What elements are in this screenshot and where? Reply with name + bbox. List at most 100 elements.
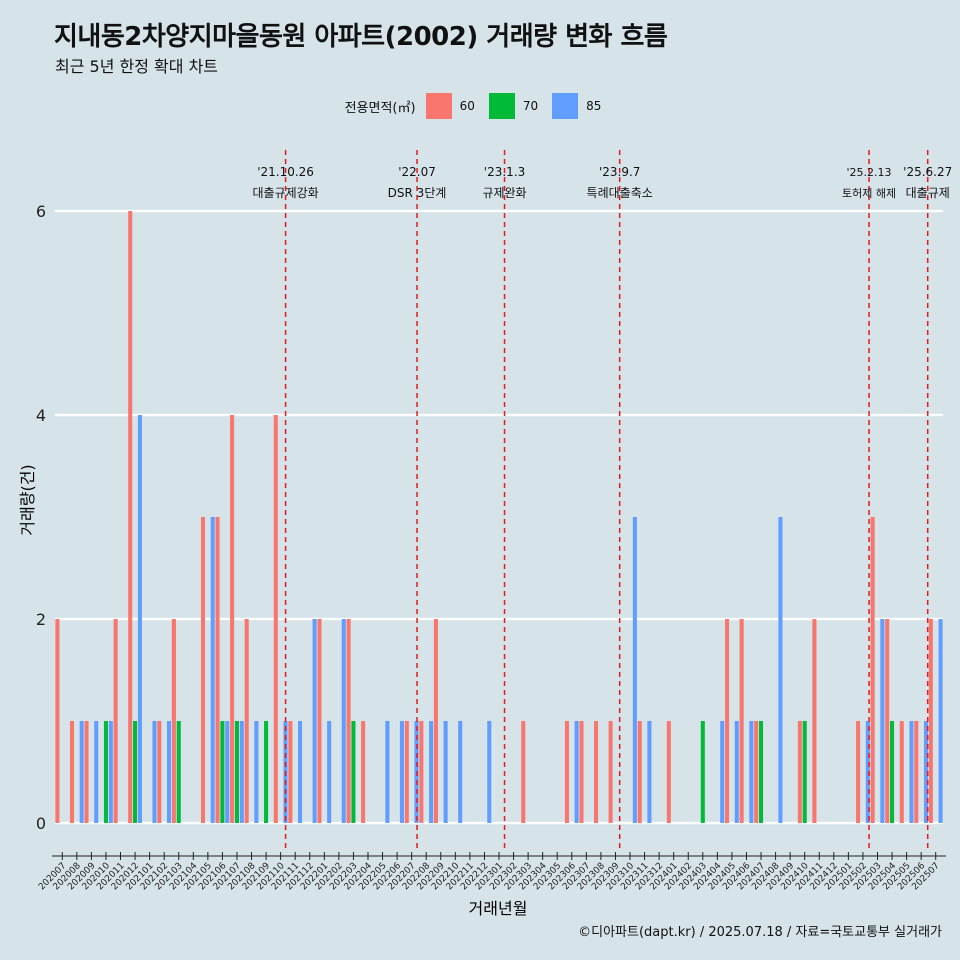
bar-85-202101 xyxy=(152,721,157,823)
bar-60-202504 xyxy=(885,619,890,823)
legend-item-85: 85 xyxy=(552,93,601,119)
bar-70-202109 xyxy=(264,721,269,823)
bar-60-202410 xyxy=(797,721,802,823)
bar-85-202106 xyxy=(225,721,230,823)
bar-60-202503 xyxy=(870,517,875,823)
event-lines: '21.10.26 대출규제강화 '22.07 DSR 3단계 '23.1.3 규제완화 '… xyxy=(252,150,952,852)
bar-85-202503 xyxy=(880,619,885,823)
event-label: 토허제 해제 xyxy=(842,186,896,200)
legend-item-60: 60 xyxy=(425,93,475,119)
legend-title: 전용면적(㎡) xyxy=(344,100,416,116)
bar-85-202210 xyxy=(458,721,463,823)
event-label: 특례대출축소 xyxy=(587,186,653,200)
chart-title: 지내동2차양지마을동원 아파트(2002) 거래량 변화 흐름 xyxy=(54,22,668,52)
bar-60-202102 xyxy=(157,721,162,823)
bar-60-202105 xyxy=(200,517,206,823)
event-date: '22.07 xyxy=(398,165,436,179)
gridlines xyxy=(55,209,943,825)
bar-85-202208 xyxy=(429,721,434,823)
bar-60-202008 xyxy=(69,721,75,823)
event-date: '25.2.13 xyxy=(847,166,892,179)
bar-70-202203 xyxy=(351,721,356,823)
bar-60-202203 xyxy=(346,619,351,823)
bar-60-202308 xyxy=(594,721,599,823)
bar-70-202012 xyxy=(133,721,138,823)
bar-60-202011 xyxy=(113,619,118,823)
y-axis-label: 거래량(건) xyxy=(18,464,37,535)
legend-swatch-60 xyxy=(425,93,452,119)
y-tick-label: 0 xyxy=(36,814,46,833)
bar-60-202405 xyxy=(725,619,730,823)
bar-85-202311 xyxy=(647,721,652,823)
bar-60-202209 xyxy=(433,619,438,823)
legend-label-85: 85 xyxy=(586,99,602,113)
bar-60-202401 xyxy=(666,721,671,823)
event-label: DSR 3단계 xyxy=(388,186,447,200)
bar-60-202208 xyxy=(419,721,424,823)
bar-85-202507 xyxy=(938,619,943,823)
bar-85-202008 xyxy=(79,721,84,823)
bar-60-202311 xyxy=(637,721,642,823)
bar-60-202406 xyxy=(739,619,744,823)
bar-85-202201 xyxy=(327,721,332,823)
bar-60-202303 xyxy=(521,721,526,823)
bar-60-202506 xyxy=(914,721,919,823)
y-tick-label: 4 xyxy=(36,406,46,425)
legend-label-60: 60 xyxy=(459,99,475,113)
bar-60-202106 xyxy=(215,517,220,823)
bar-60-202108 xyxy=(244,619,249,823)
bar-85-202202 xyxy=(341,619,346,823)
x-axis: 2020072020082020092020102020112020122021… xyxy=(37,852,946,892)
legend-label-70: 70 xyxy=(522,99,539,113)
bar-60-202007 xyxy=(55,619,60,823)
legend-swatch-85 xyxy=(552,93,579,119)
bar-60-202107 xyxy=(230,415,235,823)
bar-60-202407 xyxy=(754,721,759,823)
bar-85-202009 xyxy=(94,721,99,823)
bar-85-202506 xyxy=(923,721,929,823)
bars xyxy=(55,211,943,823)
event-date: '21.10.26 xyxy=(257,165,314,179)
bar-85-202111 xyxy=(298,721,303,823)
event-date: '23.1.3 xyxy=(484,165,525,179)
legend: 전용면적(㎡) 60 70 85 xyxy=(0,93,960,119)
bar-60-202411 xyxy=(812,619,817,823)
event-date: '23.9.7 xyxy=(599,165,640,179)
bar-60-202309 xyxy=(608,721,613,823)
bar-85-202405 xyxy=(734,721,739,823)
bar-70-202403 xyxy=(700,721,705,823)
y-axis: 0 2 4 6 xyxy=(36,202,46,833)
bar-60-202507 xyxy=(928,619,933,823)
bar-85-202107 xyxy=(239,721,244,823)
bar-70-202410 xyxy=(802,721,807,823)
event-label: 대출규제 xyxy=(906,186,950,200)
bar-60-202204 xyxy=(361,721,366,823)
bar-85-202209 xyxy=(443,721,448,823)
bar-85-202108 xyxy=(254,721,259,823)
bar-60-202103 xyxy=(171,619,176,823)
bar-60-202307 xyxy=(579,721,584,823)
bar-70-202407 xyxy=(759,721,764,823)
bar-60-202012 xyxy=(128,211,133,823)
bar-85-202408 xyxy=(778,517,783,823)
bar-85-202212 xyxy=(487,721,492,823)
caption: ©디아파트(dapt.kr) / 2025.07.18 / 자료=국토교통부 실… xyxy=(578,925,942,940)
bar-85-202206 xyxy=(399,721,404,823)
bar-85-202505 xyxy=(909,721,914,823)
bar-60-202207 xyxy=(404,721,409,823)
bar-70-202106 xyxy=(220,721,225,823)
bar-60-202201 xyxy=(317,619,322,823)
bar-60-202009 xyxy=(84,721,89,823)
bar-85-202012 xyxy=(137,415,142,823)
bar-85-202205 xyxy=(385,721,390,823)
bar-70-202504 xyxy=(890,721,895,823)
bar-85-202310 xyxy=(632,517,637,823)
bar-85-202102 xyxy=(167,721,172,823)
legend-swatch-70 xyxy=(488,93,515,119)
bar-70-202010 xyxy=(103,721,108,823)
bar-85-202112 xyxy=(312,619,317,823)
y-tick-label: 6 xyxy=(36,202,46,221)
y-tick-label: 2 xyxy=(36,610,46,629)
event-date: '25.6.27 xyxy=(903,165,952,179)
